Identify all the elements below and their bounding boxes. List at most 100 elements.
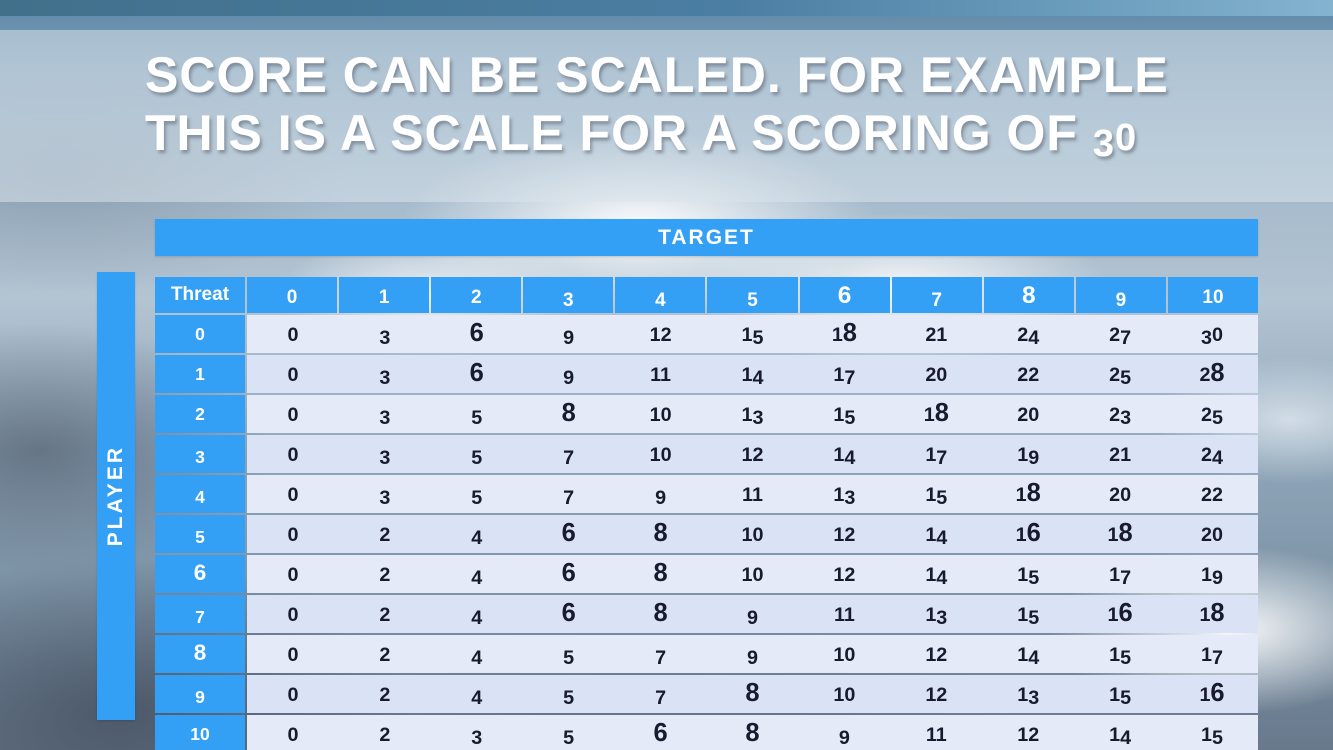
score-cell: 2 (379, 684, 391, 706)
score-cell: 2 (379, 724, 391, 746)
score-cell: 0 (287, 524, 299, 546)
score-cell: 15 (833, 404, 856, 430)
score-cell: 12 (649, 324, 672, 346)
score-cell: 4 (471, 607, 483, 630)
score-cell: 22 (1017, 364, 1040, 386)
score-cell: 25 (1109, 364, 1132, 390)
score-cell: 21 (925, 324, 948, 346)
column-header: 1 (339, 277, 430, 313)
score-cell: 14 (1109, 724, 1132, 750)
score-cell: 24 (1017, 324, 1040, 350)
score-cell: 20 (1017, 404, 1040, 426)
column-header: 8 (983, 277, 1074, 313)
score-cell: 5 (471, 487, 483, 510)
score-cell: 14 (1017, 644, 1040, 670)
table-row: 8 0 2 4 5 7 9 10 12 14 15 17 (155, 635, 1258, 673)
score-cell: 2 (379, 644, 391, 666)
score-cell: 3 (471, 727, 483, 750)
top-strip (0, 0, 1333, 16)
score-cell: 12 (925, 644, 948, 666)
score-cell: 18 (831, 319, 857, 347)
score-cell: 12 (833, 564, 856, 586)
score-cell: 20 (925, 364, 948, 386)
row-cells: 0 3 6 9 12 15 18 21 24 27 30 (247, 315, 1258, 353)
score-cell: 13 (925, 604, 948, 630)
row-header: 2 (155, 395, 245, 433)
score-cell: 3 (379, 367, 391, 390)
score-cell: 14 (925, 564, 948, 590)
table-row: 1 0 3 6 9 11 14 17 20 22 25 28 (155, 355, 1258, 393)
score-cell: 3 (379, 447, 391, 470)
score-cell: 6 (561, 559, 576, 587)
score-cell: 4 (471, 647, 483, 670)
score-cell: 14 (833, 444, 856, 470)
score-cell: 16 (1107, 599, 1133, 627)
column-header: 7 (891, 277, 982, 313)
score-cell: 17 (925, 444, 948, 470)
score-cell: 0 (287, 444, 299, 466)
slide-title-line1: SCORE CAN BE SCALED. FOR EXAMPLE (145, 47, 1169, 103)
score-cell: 25 (1201, 404, 1223, 430)
score-cell: 18 (923, 399, 949, 427)
score-cell: 0 (287, 724, 299, 746)
score-cell: 9 (563, 327, 575, 350)
score-cell: 13 (741, 404, 764, 430)
column-header: 2 (431, 277, 522, 313)
score-cell: 3 (379, 407, 391, 430)
score-cell: 0 (287, 364, 299, 386)
score-cell: 16 (1015, 519, 1041, 547)
score-cell: 10 (741, 564, 764, 586)
score-cell: 3 (379, 327, 391, 350)
score-cell: 20 (1201, 524, 1223, 546)
score-cell: 6 (561, 519, 576, 547)
score-cell: 0 (287, 324, 299, 346)
score-cell: 5 (471, 447, 483, 470)
player-axis-header: PLAYER (97, 272, 135, 720)
score-cell: 22 (1201, 484, 1223, 506)
table-row: 6 0 2 4 6 8 10 12 14 15 17 19 (155, 555, 1258, 593)
score-cell: 8 (745, 679, 760, 707)
score-cell: 27 (1109, 324, 1132, 350)
row-cells: 0 3 5 7 9 11 13 15 18 20 22 (247, 475, 1258, 513)
table-row: 9 0 2 4 5 7 8 10 12 13 15 16 (155, 675, 1258, 713)
row-header: 9 (155, 675, 245, 713)
score-cell: 15 (1017, 604, 1040, 630)
row-cells: 0 2 3 5 6 8 9 11 12 14 15 (247, 715, 1258, 750)
column-header: 5 (707, 277, 798, 313)
score-cell: 10 (649, 444, 672, 466)
score-cell: 20 (1109, 484, 1132, 506)
score-cell: 6 (469, 359, 484, 387)
score-cell: 12 (1017, 724, 1040, 746)
row-header: 5 (155, 515, 245, 553)
score-cell: 10 (649, 404, 672, 426)
score-cell: 8 (653, 559, 668, 587)
score-cell: 0 (287, 604, 299, 626)
score-cell: 10 (741, 524, 764, 546)
row-cells: 0 3 6 9 11 14 17 20 22 25 28 (247, 355, 1258, 393)
score-cell: 15 (741, 324, 764, 350)
row-header: 7 (155, 595, 245, 633)
row-header: 8 (155, 635, 245, 673)
score-cell: 6 (653, 719, 668, 747)
slide-title-line2: THIS IS A SCALE FOR A SCORING OF 30 (145, 105, 1138, 166)
score-cell: 10 (833, 644, 856, 666)
score-cell: 7 (563, 447, 575, 470)
score-cell: 6 (469, 319, 484, 347)
score-cell: 14 (925, 524, 948, 550)
slide-title: SCORE CAN BE SCALED. FOR EXAMPLE THIS IS… (145, 46, 1169, 167)
table-row: 10 0 2 3 5 6 8 9 11 12 14 15 (155, 715, 1258, 750)
score-cell: 0 (287, 404, 299, 426)
score-cell: 19 (1201, 564, 1223, 590)
row-header: 1 (155, 355, 245, 393)
column-header: 10 (1167, 277, 1259, 313)
score-cell: 18 (1199, 599, 1225, 627)
score-cell: 15 (1109, 684, 1132, 710)
row-cells: 0 2 4 6 8 9 11 13 15 16 18 (247, 595, 1258, 633)
score-cell: 4 (471, 527, 483, 550)
score-cell: 4 (471, 567, 483, 590)
table-row: 4 0 3 5 7 9 11 13 15 18 20 22 (155, 475, 1258, 513)
table-row: 5 0 2 4 6 8 10 12 14 16 18 20 (155, 515, 1258, 553)
table-row: 0 0 3 6 9 12 15 18 21 24 27 30 (155, 315, 1258, 353)
column-header-row: Threat 0 1 2 3 4 5 6 7 8 9 10 (155, 277, 1259, 313)
